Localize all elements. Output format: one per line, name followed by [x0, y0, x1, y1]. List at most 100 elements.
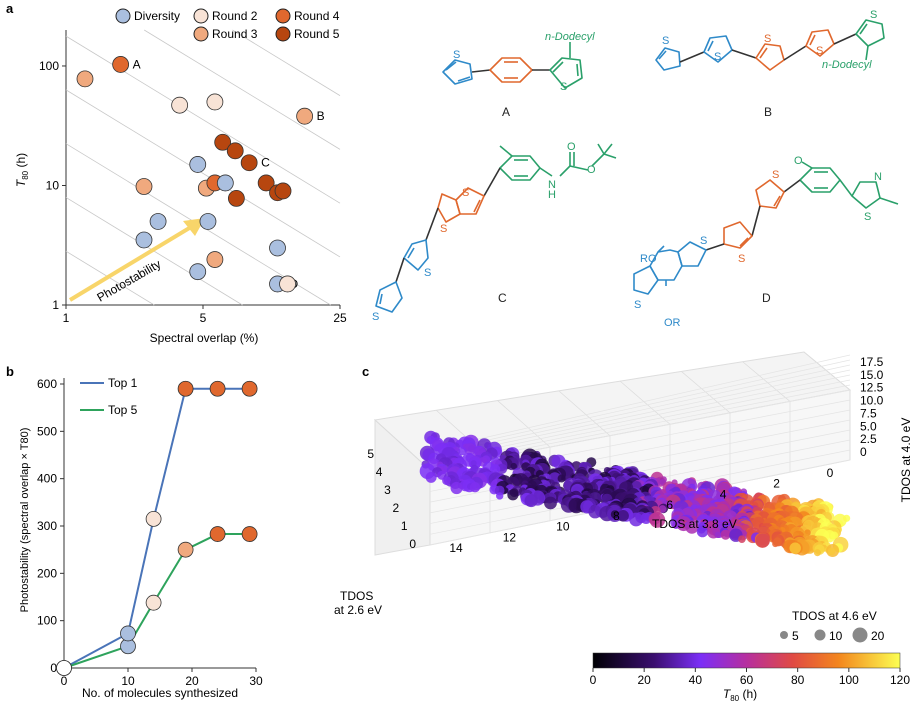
structures: S S n-Dodecyl A S: [372, 9, 899, 329]
y-tick-label: 100: [37, 614, 57, 628]
structure-c-h: H: [548, 189, 556, 201]
grid-line: [803, 351, 851, 391]
legend-label-round2: Round 2: [212, 9, 258, 23]
size-legend-marker-10: [814, 629, 826, 641]
grid-line: [429, 369, 851, 459]
structure-a-thiophene-left: [442, 59, 473, 85]
scatter-point: [720, 529, 731, 540]
panel-a-legend: Diversity Round 2 Round 4 Round 3 Round …: [115, 8, 340, 42]
grid-line: [497, 400, 551, 448]
panel-b-legend: Top 1 Top 5: [80, 376, 138, 417]
y-tick-label: 500: [37, 424, 57, 438]
y-tick-label: 5: [367, 447, 374, 461]
legend-label-top1: Top 1: [108, 376, 138, 390]
x-tick-label: 4: [720, 487, 727, 501]
series-point: [241, 380, 258, 397]
legend-label-round5: Round 5: [294, 27, 340, 41]
structure-a-benzene: [489, 57, 533, 83]
structure-d-s4: S: [634, 299, 641, 311]
structure-b-thiophene-3: [755, 43, 785, 71]
panel-c-xlabel: TDOS at 3.8 eV: [652, 517, 737, 531]
scatter-point: [470, 460, 477, 467]
colorbar-tick-label: 40: [689, 673, 703, 687]
structure-d-o: O: [794, 155, 803, 167]
grid-line: [374, 419, 431, 471]
colorbar-tick-label: 20: [637, 673, 651, 687]
y-tick-label: 4: [376, 465, 383, 479]
series-point: [145, 594, 162, 611]
point-diversity: [189, 156, 207, 173]
panel-c-points: [419, 430, 851, 557]
point-round3: [296, 107, 314, 125]
structure-d-s1: S: [772, 169, 779, 181]
scatter-point: [425, 471, 437, 483]
y-tick-label: 0: [50, 661, 57, 675]
z-tick-label: 2.5: [860, 432, 877, 446]
panel-a-ticks: 1 5 25 1 10 100: [39, 59, 347, 325]
scatter-point: [772, 540, 779, 548]
scatter-point: [617, 510, 629, 522]
scatter-point: [469, 482, 481, 493]
structure-c-thienothiophene: [437, 187, 485, 223]
x-tick-label: 12: [503, 530, 517, 544]
structure-c-label: C: [498, 291, 507, 305]
legend-marker-round2: [193, 8, 209, 24]
panel-c-ylabel-2: at 2.6 eV: [334, 603, 382, 617]
series-point: [209, 526, 226, 542]
structure-a-label: A: [502, 105, 510, 119]
scatter-point: [544, 496, 557, 510]
structure-d-label: D: [762, 291, 771, 305]
scatter-point: [494, 485, 505, 496]
panel-b-points: [56, 380, 258, 676]
legend-label-top5: Top 5: [108, 403, 138, 417]
y-tick-label: 1: [52, 298, 59, 312]
y-tick-label: 100: [39, 59, 59, 73]
x-tick-label: 1: [63, 311, 70, 325]
structure-c-s1: S: [462, 187, 469, 199]
structure-b-thiophene-5: [855, 19, 885, 61]
panel-label-a: a: [6, 1, 14, 16]
scatter-point: [789, 542, 801, 554]
structure-d-s3: S: [700, 235, 707, 247]
structure-d-s-thiazole: S: [864, 211, 871, 223]
scatter-point: [450, 481, 463, 495]
scatter-point: [738, 535, 746, 543]
structure-d-core: [633, 241, 707, 295]
structure-c-n: N: [548, 179, 556, 191]
legend-label-diversity: Diversity: [134, 9, 180, 23]
structure-c-o1: O: [567, 141, 576, 153]
structure-c-thiophene-2: [375, 281, 403, 313]
structure-d-or: OR: [664, 317, 681, 329]
panel-b-ylabel: Photostability (spectral overlap × T80): [19, 428, 31, 613]
panel-a-xlabel: Spectral overlap (%): [150, 331, 259, 345]
colorbar-tick-label: 80: [791, 673, 805, 687]
series-point: [177, 380, 194, 397]
scatter-point: [629, 512, 643, 527]
panel-c-zlabel: TDOS at 4.0 eV: [899, 418, 913, 503]
grid-line: [742, 361, 791, 402]
structure-d-thiophene-2: [723, 221, 753, 249]
legend-label-round4: Round 4: [294, 9, 340, 23]
y-tick-label: 3: [384, 483, 391, 497]
panel-c-size-legend: TDOS at 4.6 eV 5 10 20: [780, 609, 885, 643]
scatter-point: [510, 462, 517, 470]
z-tick-label: 0: [860, 445, 867, 459]
y-tick-label: 600: [37, 377, 57, 391]
size-legend-label-10: 10: [829, 629, 843, 643]
colorbar-label: T80 (h): [723, 687, 757, 703]
isoline: [65, 35, 341, 204]
structure-c-thiophene-1: [403, 239, 429, 271]
isoline: [65, 89, 341, 258]
structure-d: O N S S: [633, 155, 899, 329]
series-point: [145, 511, 162, 527]
structure-a-substituent: n-Dodecyl: [545, 31, 595, 43]
point-round5: [240, 154, 258, 172]
x-tick-label: 10: [556, 520, 570, 534]
point-diversity: [149, 213, 167, 230]
size-legend-label-20: 20: [871, 629, 885, 643]
grid-line: [429, 364, 851, 457]
z-tick-label: 5.0: [860, 419, 877, 433]
structure-b-substituent: n-Dodecyl: [822, 59, 872, 71]
point-diversity: [199, 213, 217, 230]
